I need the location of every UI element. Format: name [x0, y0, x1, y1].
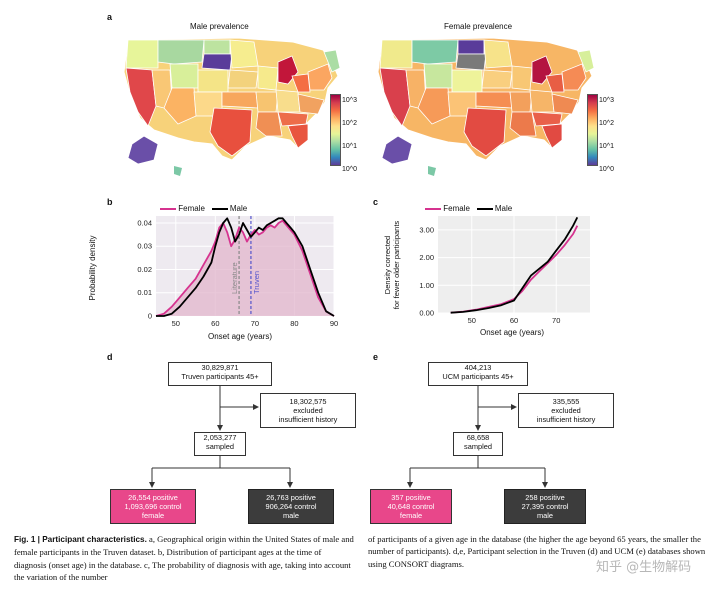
cb-tick: 10^0	[342, 166, 357, 173]
y-tick-label: 0.03	[137, 242, 152, 251]
legend-b: Female Male	[160, 204, 247, 213]
caption-right: of participants of a given age in the da…	[368, 533, 706, 570]
ucm-female-label: female	[399, 511, 423, 520]
cb-tick: 10^2	[599, 120, 614, 127]
caption-left-text: a, Geographical origin within the United…	[14, 534, 354, 583]
y-tick-label: 0.00	[419, 309, 434, 318]
legend-c: Female Male	[425, 204, 512, 213]
panel-b-label: b	[107, 197, 113, 207]
y-tick-label: 3.00	[419, 225, 434, 234]
series-male-line	[156, 217, 335, 317]
ucm-male-box: 258 positive 27,395 control male	[504, 489, 586, 524]
truven-female-box: 26,554 positive 1,093,696 control female	[110, 489, 196, 524]
ucm-female-box: 357 positive 40,648 control female	[370, 489, 452, 524]
truven-sampled-label: sampled	[206, 442, 234, 451]
cb-tick: 10^1	[342, 143, 357, 150]
cb-tick: 10^3	[342, 97, 357, 104]
ucm-male-positive: 258 positive	[525, 493, 565, 502]
truven-male-label: male	[282, 511, 300, 520]
ucm-female-positive: 357 positive	[391, 493, 431, 502]
watermark: 知乎 @生物解码	[596, 560, 692, 575]
onset-density-chart: Literature Truven 50 60 70 80 90 0 0.01 0.02 0.03 0…	[137, 216, 338, 328]
xlabel-b: Onset age (years)	[208, 332, 273, 341]
ucm-excluded-box: 335,555 excluded insufficient history	[518, 393, 614, 428]
x-tick-label: 70	[251, 319, 259, 328]
ucm-excluded-count: 335,555	[552, 397, 580, 406]
truven-sampled-box: 2,053,277 sampled	[194, 432, 246, 456]
truven-female-label: female	[141, 511, 165, 520]
ucm-female-control: 40,648 control	[387, 502, 435, 511]
legend-b-female: Female	[178, 204, 205, 213]
truven-male-positive: 26,763 positive	[266, 493, 316, 502]
female-map-title: Female prevalence	[444, 22, 513, 31]
colorbar-female	[587, 94, 598, 166]
y-tick-label: 1.00	[419, 281, 434, 290]
cb-tick: 10^1	[599, 143, 614, 150]
y-tick-label: 2.00	[419, 253, 434, 262]
truven-female-positive: 26,554 positive	[128, 493, 178, 502]
ucm-sampled-count: 68,658	[466, 433, 490, 442]
caption-right-text: of participants of a given age in the da…	[368, 534, 706, 569]
colorbar-male-ticks: 10^3 10^2 10^1 10^0	[342, 89, 357, 181]
y-tick-label: 0	[148, 312, 152, 321]
xlabel-c: Onset age (years)	[480, 328, 545, 337]
ucm-excluded-label: excluded	[551, 406, 581, 415]
truven-female-control: 1,093,696 control	[124, 502, 182, 511]
ucm-top-text: UCM participants 45+	[442, 372, 514, 381]
caption-fig-label: Fig. 1 | Participant characteristics.	[14, 535, 147, 544]
x-tick-label: 90	[330, 319, 338, 328]
truven-label: Truven	[252, 271, 261, 294]
colorbar-female-ticks: 10^3 10^2 10^1 10^0	[599, 89, 614, 181]
cb-tick: 10^0	[599, 166, 614, 173]
truven-top-box: 30,829,871 Truven participants 45+	[168, 362, 272, 386]
y-tick-label: 0.01	[137, 288, 152, 297]
male-prevalence-map	[123, 37, 341, 176]
truven-top-count: 30,829,871	[201, 363, 239, 372]
truven-sampled-count: 2,053,277	[203, 433, 237, 442]
y-tick-label: 0.02	[137, 265, 152, 274]
cb-tick: 10^2	[342, 120, 357, 127]
panel-e-label: e	[373, 352, 379, 362]
y-tick-label: 0.04	[137, 218, 152, 227]
panel-a-label: a	[107, 12, 113, 22]
truven-excluded-label: excluded	[293, 406, 323, 415]
ucm-sampled-label: sampled	[464, 442, 492, 451]
truven-excluded-box: 18,302,575 excluded insufficient history	[260, 393, 356, 428]
caption-left: Fig. 1 | Participant characteristics. a,…	[14, 533, 354, 584]
x-tick-label: 50	[172, 319, 180, 328]
colorbar-male	[330, 94, 341, 166]
truven-male-box: 26,763 positive 906,264 control male	[248, 489, 334, 524]
x-tick-label: 60	[510, 316, 518, 325]
ucm-male-control: 27,395 control	[521, 502, 569, 511]
corrected-density-chart: 50 60 70 0.00 1.00 2.00 3.00	[419, 216, 590, 325]
panel-d-label: d	[107, 352, 113, 362]
literature-label: Literature	[230, 262, 239, 294]
x-tick-label: 50	[468, 316, 476, 325]
female-density-area	[156, 220, 334, 316]
series-female-line	[155, 219, 335, 317]
ucm-top-count: 404,213	[464, 363, 492, 372]
ucm-excluded-reason: insufficient history	[536, 415, 596, 424]
legend-b-male: Male	[229, 204, 248, 213]
ucm-sampled-box: 68,658 sampled	[453, 432, 503, 456]
ucm-male-label: male	[536, 511, 554, 520]
male-map-title: Male prevalence	[190, 22, 249, 31]
ucm-top-box: 404,213 UCM participants 45+	[428, 362, 528, 386]
legend-c-female: Female	[443, 204, 470, 213]
x-tick-label: 70	[552, 316, 560, 325]
truven-top-text: Truven participants 45+	[181, 372, 259, 381]
panel-c-label: c	[373, 197, 379, 207]
truven-excluded-count: 18,302,575	[289, 397, 327, 406]
x-tick-label: 60	[211, 319, 219, 328]
cb-tick: 10^3	[599, 97, 614, 104]
truven-excluded-reason: insufficient history	[278, 415, 338, 424]
x-tick-label: 80	[290, 319, 298, 328]
truven-male-control: 906,264 control	[265, 502, 317, 511]
female-prevalence-map	[377, 37, 595, 176]
series-male-line	[450, 216, 579, 314]
legend-c-male: Male	[494, 204, 513, 213]
